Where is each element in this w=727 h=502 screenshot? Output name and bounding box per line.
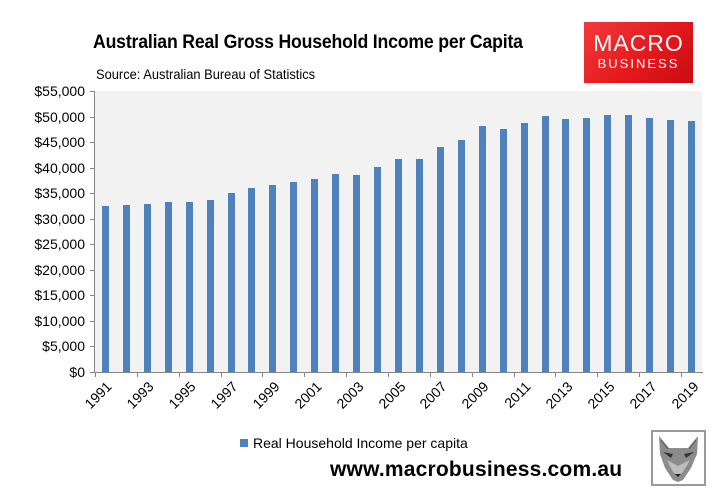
chart-title: Australian Real Gross Household Income p…	[93, 32, 523, 53]
logo-line2: BUSINESS	[597, 56, 680, 71]
legend-label: Real Household Income per capita	[253, 435, 468, 451]
x-tick	[221, 372, 222, 377]
bar-2004	[374, 167, 381, 372]
x-tick	[639, 372, 640, 377]
y-tick-label: $15,000	[34, 287, 85, 303]
bar-2008	[458, 140, 465, 372]
bar-2003	[353, 175, 360, 372]
bar-2009	[479, 126, 486, 372]
x-tick-label: 2017	[626, 378, 660, 412]
x-axis-line	[94, 372, 703, 373]
bar-1998	[248, 188, 255, 372]
y-tick	[90, 142, 95, 143]
bar-2018	[667, 120, 674, 372]
x-tick	[597, 372, 598, 377]
bar-2017	[646, 118, 653, 372]
y-tick-label: $35,000	[34, 185, 85, 201]
x-tick	[430, 372, 431, 377]
x-tick	[137, 372, 138, 377]
x-tick	[555, 372, 556, 377]
y-tick	[90, 295, 95, 296]
bar-2010	[500, 129, 507, 372]
x-tick-label: 1993	[123, 378, 157, 412]
y-tick-label: $10,000	[34, 313, 85, 329]
y-tick	[90, 219, 95, 220]
legend: Real Household Income per capita	[240, 435, 468, 451]
bar-1993	[144, 204, 151, 372]
x-tick	[262, 372, 263, 377]
bar-2014	[583, 118, 590, 372]
y-tick	[90, 346, 95, 347]
x-tick-label: 1991	[81, 378, 115, 412]
x-tick	[681, 372, 682, 377]
x-tick-label: 1997	[207, 378, 241, 412]
y-tick	[90, 321, 95, 322]
bar-2001	[311, 179, 318, 372]
bar-2011	[521, 123, 528, 372]
x-tick	[95, 372, 96, 377]
bar-2015	[604, 115, 611, 372]
y-tick-label: $5,000	[42, 338, 85, 354]
bar-1997	[228, 193, 235, 372]
y-tick	[90, 91, 95, 92]
y-tick-label: $30,000	[34, 211, 85, 227]
bar-1996	[207, 200, 214, 372]
bar-1999	[269, 185, 276, 372]
x-tick-label: 2009	[458, 378, 492, 412]
y-tick	[90, 372, 95, 373]
x-tick-label: 2019	[668, 378, 702, 412]
bar-1991	[102, 206, 109, 372]
fox-face-icon	[659, 436, 698, 482]
x-tick	[304, 372, 305, 377]
macrobusiness-logo: MACRO BUSINESS	[584, 22, 693, 83]
logo-line1: MACRO	[593, 30, 684, 56]
website-url: www.macrobusiness.com.au	[330, 458, 623, 481]
y-tick-label: $20,000	[34, 262, 85, 278]
bar-1992	[123, 205, 130, 372]
bar-2002	[332, 174, 339, 372]
y-tick-label: $55,000	[34, 83, 85, 99]
x-tick-label: 2005	[375, 378, 409, 412]
x-tick-label: 2013	[542, 378, 576, 412]
bar-2005	[395, 159, 402, 372]
x-tick	[388, 372, 389, 377]
bar-1994	[165, 202, 172, 372]
bar-2007	[437, 147, 444, 372]
bar-2019	[688, 121, 695, 372]
bar-2012	[542, 116, 549, 372]
bar-2013	[562, 119, 569, 372]
y-tick	[90, 270, 95, 271]
bar-2006	[416, 159, 423, 372]
x-tick-label: 2007	[416, 378, 450, 412]
y-tick	[90, 193, 95, 194]
x-tick-label: 2003	[333, 378, 367, 412]
y-tick	[90, 117, 95, 118]
x-tick-label: 1995	[165, 378, 199, 412]
bar-2016	[625, 115, 632, 372]
y-tick-label: $50,000	[34, 109, 85, 125]
x-tick	[179, 372, 180, 377]
x-tick-label: 2015	[584, 378, 618, 412]
y-tick-label: $45,000	[34, 134, 85, 150]
y-tick-label: $40,000	[34, 160, 85, 176]
y-tick-label: $0	[69, 364, 85, 380]
x-tick	[472, 372, 473, 377]
y-tick	[90, 244, 95, 245]
x-tick-label: 2001	[291, 378, 325, 412]
bar-2000	[290, 182, 297, 372]
bar-1995	[186, 202, 193, 372]
x-tick	[346, 372, 347, 377]
chart-source: Source: Australian Bureau of Statistics	[96, 66, 316, 82]
y-tick-label: $25,000	[34, 236, 85, 252]
x-tick	[514, 372, 515, 377]
x-tick-label: 2011	[501, 378, 534, 411]
y-axis-line	[94, 91, 95, 373]
x-tick-label: 1999	[249, 378, 283, 412]
legend-swatch	[240, 439, 248, 447]
fox-icon	[651, 430, 706, 486]
y-tick	[90, 168, 95, 169]
